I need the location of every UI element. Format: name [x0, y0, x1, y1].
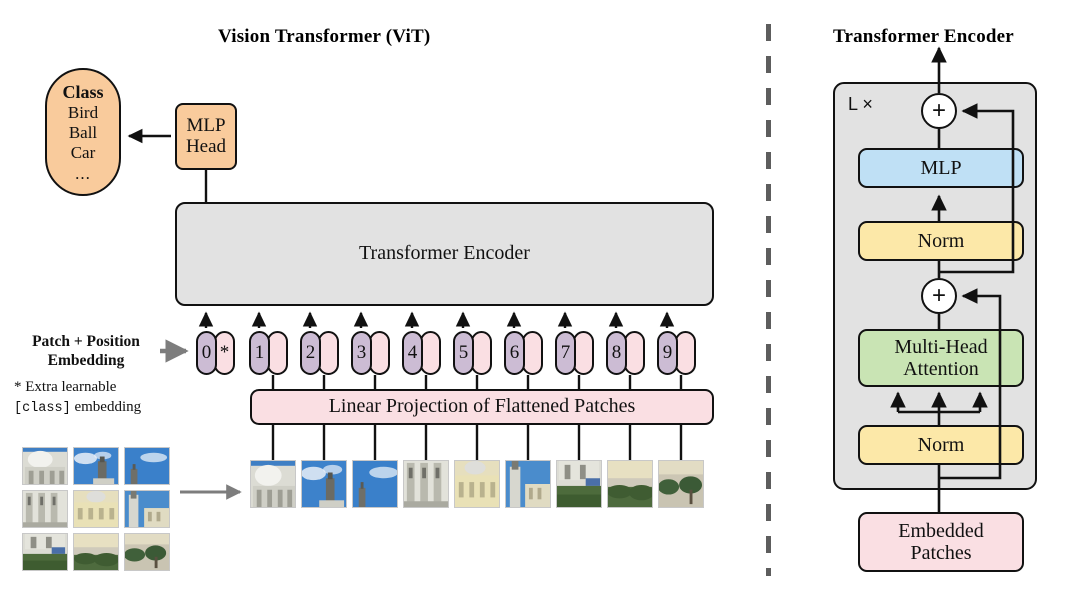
token-8: 8 — [606, 331, 645, 375]
input-patch-1 — [250, 460, 296, 508]
source-patch-1-2 — [124, 490, 170, 528]
encoder-attention-line2: Attention — [903, 358, 979, 380]
encoder-norm-top-label: Norm — [917, 230, 965, 252]
token-3-index: 3 — [351, 331, 372, 375]
class-item-ball: Ball — [68, 123, 98, 143]
patch-position-line2: Embedding — [47, 351, 125, 369]
encoder-norm-top-block: Norm — [858, 221, 1024, 261]
token-3-embedding — [369, 331, 390, 375]
source-patch-1-1 — [73, 490, 119, 528]
class-item-bird: Bird — [67, 103, 99, 123]
source-patch-2-0 — [22, 533, 68, 571]
source-patch-2-2 — [124, 533, 170, 571]
token-7: 7 — [555, 331, 594, 375]
transformer-encoder-box: Transformer Encoder — [175, 202, 714, 306]
token-2-embedding — [318, 331, 339, 375]
linear-projection-label: Linear Projection of Flattened Patches — [328, 395, 636, 418]
encoder-repeat-label: L × — [848, 94, 873, 114]
input-patch-4 — [403, 460, 449, 508]
token-5-index: 5 — [453, 331, 474, 375]
token-8-index: 8 — [606, 331, 627, 375]
encoder-mlp-block: MLP — [858, 148, 1024, 188]
class-output-pill: Class Bird Ball Car ... — [45, 68, 121, 196]
mlp-head-box: MLP Head — [175, 103, 237, 170]
token-1: 1 — [249, 331, 288, 375]
token-0: 0 * — [196, 331, 235, 375]
class-token-code: [class] — [14, 400, 71, 416]
input-patch-6 — [505, 460, 551, 508]
class-label-header: Class — [62, 82, 104, 103]
embedded-patches-line2: Patches — [910, 542, 972, 564]
extra-learnable-line2: [class] embedding — [14, 398, 141, 418]
token-2: 2 — [300, 331, 339, 375]
token-6: 6 — [504, 331, 543, 375]
extra-learnable-tail: embedding — [70, 398, 142, 415]
panel-divider — [766, 24, 771, 576]
right-panel-title: Transformer Encoder — [833, 26, 1014, 47]
source-patch-1-0 — [22, 490, 68, 528]
encoder-attention-block: Multi-Head Attention — [858, 329, 1024, 387]
token-1-index: 1 — [249, 331, 270, 375]
embedded-patches-block: Embedded Patches — [858, 512, 1024, 572]
token-4-index: 4 — [402, 331, 423, 375]
mlp-head-line2: Head — [185, 135, 227, 157]
token-7-index: 7 — [555, 331, 576, 375]
token-5: 5 — [453, 331, 492, 375]
patch-position-line1: Patch + Position — [32, 333, 140, 350]
token-3: 3 — [351, 331, 390, 375]
encoder-norm-bottom-label: Norm — [917, 434, 965, 456]
input-patch-2 — [301, 460, 347, 508]
left-panel-title: Vision Transformer (ViT) — [218, 26, 431, 47]
token-9-index: 9 — [657, 331, 678, 375]
class-item-ellipsis: ... — [75, 163, 91, 183]
patch-position-embedding-label: Patch + Position Embedding — [12, 333, 160, 370]
source-patch-0-1 — [73, 447, 119, 485]
token-6-embedding — [522, 331, 543, 375]
token-2-index: 2 — [300, 331, 321, 375]
extra-learnable-line1: * Extra learnable — [14, 379, 117, 395]
input-patch-3 — [352, 460, 398, 508]
token-6-index: 6 — [504, 331, 525, 375]
encoder-attention-line1: Multi-Head — [894, 336, 988, 358]
encoder-norm-bottom-block: Norm — [858, 425, 1024, 465]
source-patch-2-1 — [73, 533, 119, 571]
class-item-car: Car — [70, 142, 96, 162]
source-patch-0-2 — [124, 447, 170, 485]
token-9: 9 — [657, 331, 696, 375]
encoder-mlp-label: MLP — [920, 157, 962, 179]
token-5-embedding — [471, 331, 492, 375]
mlp-head-line1: MLP — [186, 114, 226, 136]
input-patch-8 — [607, 460, 653, 508]
source-patch-0-0 — [22, 447, 68, 485]
input-patch-5 — [454, 460, 500, 508]
input-patch-7 — [556, 460, 602, 508]
token-4-embedding — [420, 331, 441, 375]
residual-add-bottom: + — [921, 278, 957, 314]
token-9-embedding — [675, 331, 696, 375]
input-patch-9 — [658, 460, 704, 508]
extra-learnable-note: * Extra learnable [class] embedding — [14, 378, 141, 417]
embedded-patches-line1: Embedded — [898, 520, 984, 542]
token-0-class-star: * — [214, 331, 235, 375]
token-4: 4 — [402, 331, 441, 375]
token-8-embedding — [624, 331, 645, 375]
token-0-index: 0 — [196, 331, 217, 375]
token-7-embedding — [573, 331, 594, 375]
linear-projection-box: Linear Projection of Flattened Patches — [250, 389, 714, 425]
residual-add-top: + — [921, 93, 957, 129]
transformer-encoder-label: Transformer Encoder — [359, 242, 530, 265]
token-1-embedding — [267, 331, 288, 375]
